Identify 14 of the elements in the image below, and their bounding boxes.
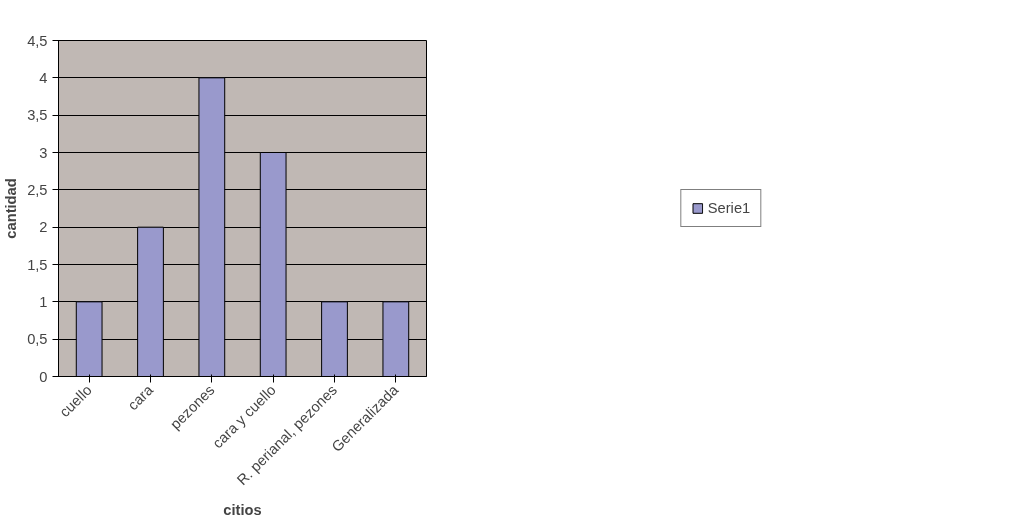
x-tick-label: cara [124,381,157,414]
x-axis-title: citios [223,501,262,518]
y-tick-label: 3 [39,144,48,161]
y-axis-title: cantidad [3,178,20,239]
y-tick-label: 4 [39,69,48,86]
y-tick-label: 0 [39,368,48,385]
y-tick-label: 1,5 [27,256,48,273]
y-tick-label: 3,5 [27,107,48,124]
y-tick-label: 2,5 [27,181,48,198]
y-tick-label: 2 [39,219,48,236]
y-tick-label: 4,5 [27,32,48,49]
legend-label: Serie1 [707,200,751,216]
y-tick-label: 1 [39,293,48,310]
y-tick-label: 0,5 [27,331,48,348]
